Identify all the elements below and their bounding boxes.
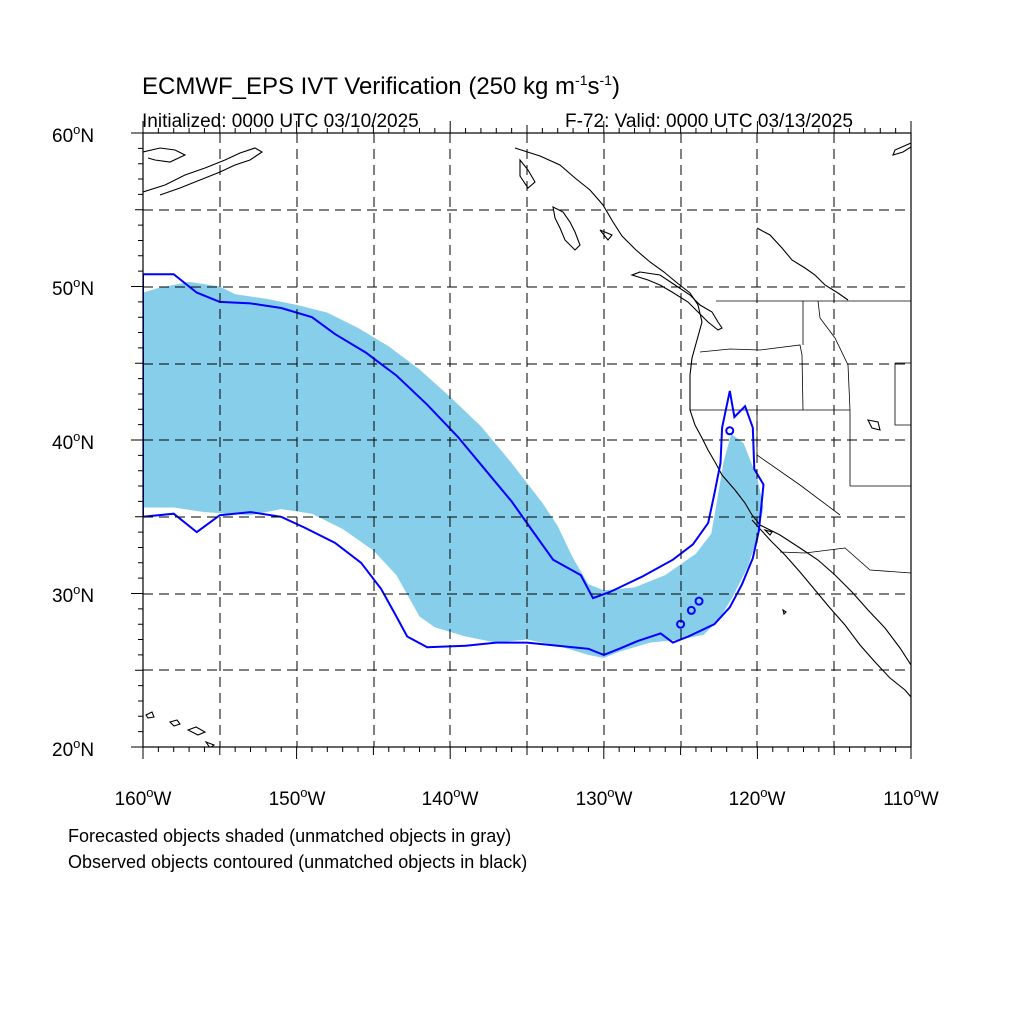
title-sup2: -1 <box>599 72 612 88</box>
observed-small-object-0 <box>725 426 735 436</box>
latitude-labels: 60oN 50oN 40oN 30oN 20oN <box>52 122 94 761</box>
coastline-bc-islands <box>519 158 723 331</box>
coastline-north-america <box>143 142 911 698</box>
legend-note-observed: Observed objects contoured (unmatched ob… <box>68 852 528 872</box>
border-mexico <box>779 551 806 554</box>
border-arizona <box>804 547 911 574</box>
border-nevada <box>756 410 841 516</box>
chart-title: ECMWF_EPS IVT Verification (250 kg m-1s-… <box>142 72 620 101</box>
title-sup1: -1 <box>575 72 588 88</box>
lon-label-140: 140oW <box>422 785 479 810</box>
lon-label-110: 110oW <box>883 785 939 810</box>
grid <box>143 133 911 747</box>
lon-label-160: 160oW <box>115 785 172 810</box>
border-washington-oregon <box>699 344 804 411</box>
tick-marks <box>131 121 912 759</box>
initialized-label: Initialized: 0000 UTC 03/10/2025 <box>142 111 419 132</box>
lat-label-20: 20oN <box>52 736 94 761</box>
axis-ticks <box>131 121 912 759</box>
coastline-california-islands <box>763 419 881 616</box>
lat-label-50: 50oN <box>52 275 94 300</box>
legend-note-forecast: Forecasted objects shaded (unmatched obj… <box>68 826 512 846</box>
longitude-labels: 160oW 150oW 140oW 130oW 120oW 110oW <box>115 785 939 810</box>
lon-label-150: 150oW <box>269 785 326 810</box>
lat-label-60: 60oN <box>52 122 94 147</box>
coastlines <box>143 142 911 747</box>
valid-time-label: F-72: Valid: 0000 UTC 03/13/2025 <box>565 111 853 132</box>
lon-label-130: 130oW <box>576 785 633 810</box>
observed-small-object-2 <box>686 605 696 615</box>
border-utah <box>850 362 911 487</box>
lat-label-40: 40oN <box>52 429 94 454</box>
title-main: ECMWF_EPS IVT Verification (250 kg m <box>142 73 576 100</box>
observed-small-object-3 <box>694 596 704 606</box>
title-end: ) <box>611 73 620 100</box>
forecast-object-shaded <box>143 281 764 658</box>
title-mid: s <box>587 73 600 100</box>
border-idaho <box>802 300 851 486</box>
observed-small-objects <box>676 426 735 629</box>
coastline-hawaii <box>145 711 216 747</box>
lon-label-120: 120oW <box>729 785 786 810</box>
lat-label-30: 30oN <box>52 582 94 607</box>
